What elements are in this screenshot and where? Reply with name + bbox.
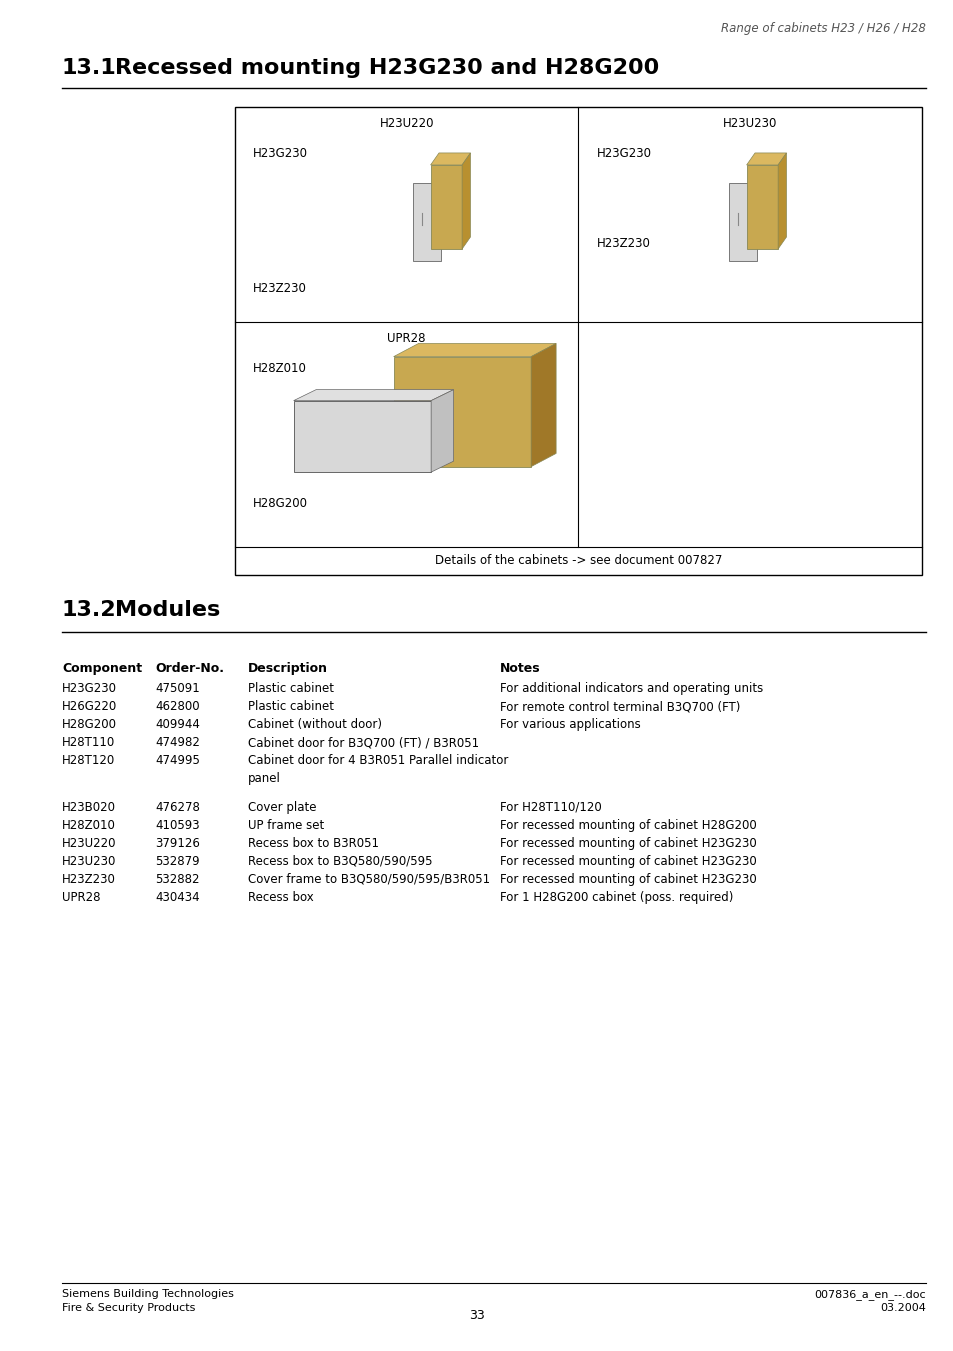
Text: H23Z230: H23Z230 (62, 873, 115, 886)
Text: Range of cabinets H23 / H26 / H28: Range of cabinets H23 / H26 / H28 (720, 22, 925, 35)
Text: UPR28: UPR28 (62, 890, 100, 904)
Text: For recessed mounting of cabinet H23G230: For recessed mounting of cabinet H23G230 (499, 855, 756, 867)
Text: For remote control terminal B3Q700 (FT): For remote control terminal B3Q700 (FT) (499, 700, 740, 713)
Text: For recessed mounting of cabinet H23G230: For recessed mounting of cabinet H23G230 (499, 836, 756, 850)
Text: 474995: 474995 (154, 754, 200, 767)
Text: Recess box to B3R051: Recess box to B3R051 (248, 836, 378, 850)
Text: Fire & Security Products: Fire & Security Products (62, 1302, 195, 1313)
Text: For recessed mounting of cabinet H28G200: For recessed mounting of cabinet H28G200 (499, 819, 756, 832)
Text: 532882: 532882 (154, 873, 199, 886)
Text: 007836_a_en_--.doc: 007836_a_en_--.doc (814, 1289, 925, 1300)
Text: For additional indicators and operating units: For additional indicators and operating … (499, 682, 762, 694)
Polygon shape (430, 153, 470, 165)
Text: For H28T110/120: For H28T110/120 (499, 801, 601, 813)
Text: H23G230: H23G230 (253, 147, 308, 159)
Text: 476278: 476278 (154, 801, 200, 813)
Text: For recessed mounting of cabinet H23G230: For recessed mounting of cabinet H23G230 (499, 873, 756, 886)
Text: Cabinet (without door): Cabinet (without door) (248, 717, 381, 731)
Text: 33: 33 (469, 1309, 484, 1323)
Polygon shape (746, 153, 785, 165)
Text: 474982: 474982 (154, 736, 200, 748)
Text: panel: panel (248, 771, 280, 785)
Text: 409944: 409944 (154, 717, 200, 731)
Text: Cabinet door for B3Q700 (FT) / B3R051: Cabinet door for B3Q700 (FT) / B3R051 (248, 736, 478, 748)
Bar (746, 165, 778, 249)
Text: H28T110: H28T110 (62, 736, 115, 748)
Text: H23U220: H23U220 (379, 118, 434, 130)
Text: 462800: 462800 (154, 700, 199, 713)
Bar (413, 182, 440, 261)
Text: Cover plate: Cover plate (248, 801, 316, 813)
Text: Notes: Notes (499, 662, 540, 676)
Text: H28Z010: H28Z010 (62, 819, 115, 832)
Text: 13.1: 13.1 (62, 58, 116, 78)
Polygon shape (431, 389, 453, 471)
Text: 13.2: 13.2 (62, 600, 116, 620)
Text: Plastic cabinet: Plastic cabinet (248, 700, 334, 713)
Text: 430434: 430434 (154, 890, 199, 904)
Text: 410593: 410593 (154, 819, 199, 832)
Text: H23G230: H23G230 (62, 682, 117, 694)
Text: H23G230: H23G230 (596, 147, 651, 159)
Bar (728, 182, 757, 261)
Bar (294, 401, 431, 471)
Text: For various applications: For various applications (499, 717, 640, 731)
Text: H23U230: H23U230 (62, 855, 116, 867)
Text: H26G220: H26G220 (62, 700, 117, 713)
Text: Modules: Modules (115, 600, 220, 620)
Bar (234, 107, 921, 576)
Text: Details of the cabinets -> see document 007827: Details of the cabinets -> see document … (435, 554, 721, 567)
Text: Recess box: Recess box (248, 890, 314, 904)
Text: Cover frame to B3Q580/590/595/B3R051: Cover frame to B3Q580/590/595/B3R051 (248, 873, 490, 886)
Text: 532879: 532879 (154, 855, 199, 867)
Text: H28G200: H28G200 (253, 497, 308, 509)
Polygon shape (778, 153, 785, 249)
Text: 475091: 475091 (154, 682, 199, 694)
Text: H23B020: H23B020 (62, 801, 116, 813)
Text: H28T120: H28T120 (62, 754, 115, 767)
Polygon shape (294, 389, 453, 401)
Bar (430, 165, 461, 249)
Text: Component: Component (62, 662, 142, 676)
Bar (394, 357, 531, 466)
Text: Recessed mounting H23G230 and H28G200: Recessed mounting H23G230 and H28G200 (115, 58, 659, 78)
Polygon shape (394, 343, 556, 357)
Text: Plastic cabinet: Plastic cabinet (248, 682, 334, 694)
Text: H23U230: H23U230 (722, 118, 777, 130)
Text: For 1 H28G200 cabinet (poss. required): For 1 H28G200 cabinet (poss. required) (499, 890, 733, 904)
Text: Description: Description (248, 662, 328, 676)
Polygon shape (461, 153, 470, 249)
Text: 03.2004: 03.2004 (880, 1302, 925, 1313)
Text: Order-No.: Order-No. (154, 662, 224, 676)
Text: UPR28: UPR28 (387, 332, 426, 346)
Text: Recess box to B3Q580/590/595: Recess box to B3Q580/590/595 (248, 855, 432, 867)
Text: H28Z010: H28Z010 (253, 362, 307, 376)
Polygon shape (531, 343, 556, 466)
Text: H23U220: H23U220 (62, 836, 116, 850)
Text: H23Z230: H23Z230 (253, 282, 307, 296)
Text: Siemens Building Technologies: Siemens Building Technologies (62, 1289, 233, 1300)
Text: Cabinet door for 4 B3R051 Parallel indicator: Cabinet door for 4 B3R051 Parallel indic… (248, 754, 508, 767)
Text: 379126: 379126 (154, 836, 200, 850)
Text: H28G200: H28G200 (62, 717, 117, 731)
Text: UP frame set: UP frame set (248, 819, 324, 832)
Text: H23Z230: H23Z230 (596, 236, 650, 250)
